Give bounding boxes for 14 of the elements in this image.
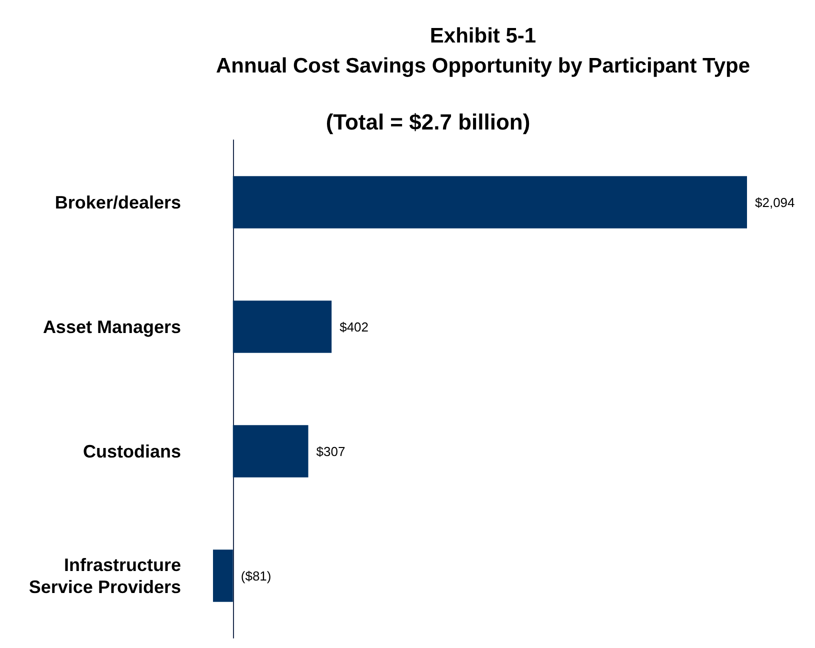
y-tick-label: Broker/dealers	[54, 192, 181, 212]
data-label: $402	[340, 319, 369, 334]
data-label: ($81)	[240, 568, 272, 584]
data-label: $2,094	[755, 194, 795, 210]
y-tick-label: Asset Managers	[42, 316, 181, 337]
bar	[232, 176, 747, 228]
data-label: $307	[316, 444, 346, 459]
bar	[213, 550, 233, 602]
chart-title: Exhibit 5-1 Annual Cost Savings Opportunity by Participant Type	[216, 24, 750, 78]
bar	[232, 300, 332, 353]
bar	[232, 425, 308, 478]
y-tick-label: Infrastructure Service Providers	[28, 554, 181, 597]
y-tick-label: Custodians	[82, 441, 181, 462]
chart-subtitle: (Total = $2.7 billion)	[326, 110, 530, 134]
